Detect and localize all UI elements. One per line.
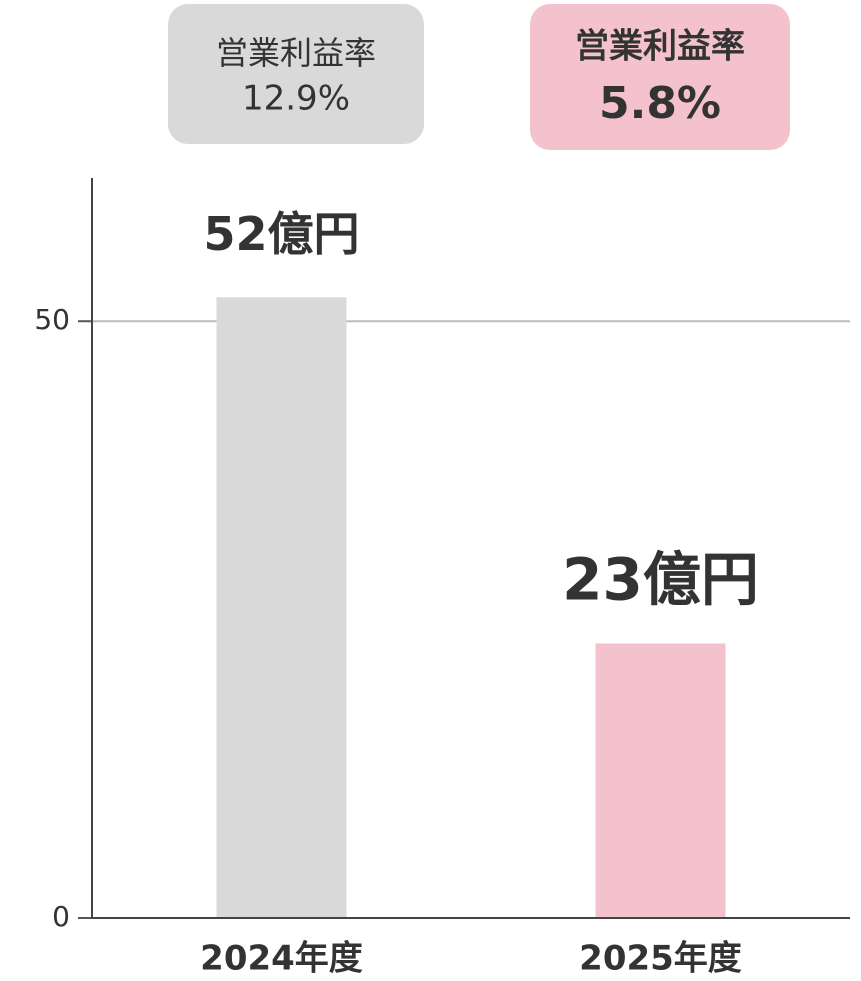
annotation-box [168, 4, 424, 144]
annotation-box [530, 4, 790, 150]
y-tick-label: 0 [52, 900, 70, 933]
annotation-title: 営業利益率 [575, 27, 745, 67]
bar [595, 643, 726, 918]
y-tick-label: 50 [34, 303, 70, 336]
bar [216, 297, 347, 918]
value-label: 23億円 [562, 546, 759, 614]
x-tick-label: 2025年度 [579, 939, 742, 979]
annotation-value: 12.9% [242, 79, 350, 119]
value-label: 52億円 [203, 207, 359, 261]
annotation-title: 営業利益率 [216, 34, 376, 72]
annotation-value: 5.8% [599, 78, 721, 129]
x-tick-label: 2024年度 [200, 939, 363, 979]
